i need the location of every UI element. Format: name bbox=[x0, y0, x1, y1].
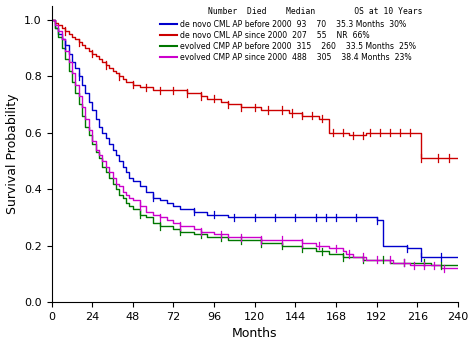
Text: Number  Died    Median        OS at 10 Years: Number Died Median OS at 10 Years bbox=[208, 7, 422, 16]
Y-axis label: Survival Probability: Survival Probability bbox=[6, 94, 18, 214]
X-axis label: Months: Months bbox=[232, 327, 277, 340]
Legend: de novo CML AP before 2000  93    70    35.3 Months  30%, de novo CML AP since 2: de novo CML AP before 2000 93 70 35.3 Mo… bbox=[157, 17, 419, 65]
